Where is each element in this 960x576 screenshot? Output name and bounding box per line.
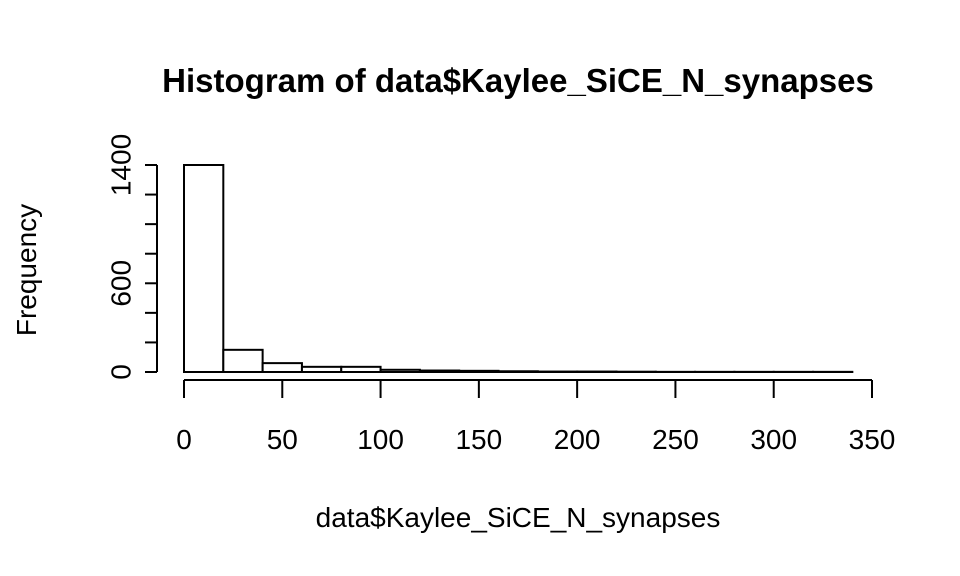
y-axis-label: Frequency xyxy=(11,204,42,336)
x-tick-label-300: 300 xyxy=(750,424,797,455)
histogram-bar-2 xyxy=(261,362,303,373)
x-tick-label-200: 200 xyxy=(554,424,601,455)
histogram-bar-1 xyxy=(222,348,264,374)
x-axis: 0 50 100 150 200 250 300 350 xyxy=(176,379,896,455)
x-axis-label: data$Kaylee_SiCE_N_synapses xyxy=(316,502,721,533)
x-tick-label-0: 0 xyxy=(176,424,192,455)
x-tick-label-50: 50 xyxy=(267,424,298,455)
y-tick-label-0: 0 xyxy=(105,364,136,380)
histogram-bar-8 xyxy=(497,370,539,373)
x-tick-label-250: 250 xyxy=(652,424,699,455)
histogram-bar-5 xyxy=(379,368,421,373)
histogram-bar-7 xyxy=(458,369,500,373)
chart-title: Histogram of data$Kaylee_SiCE_N_synapses xyxy=(162,62,874,99)
x-tick-label-350: 350 xyxy=(849,424,896,455)
x-tick-label-150: 150 xyxy=(455,424,502,455)
histogram-bar-6 xyxy=(418,369,461,373)
histogram-bars xyxy=(183,164,854,374)
histogram-bar-3 xyxy=(300,365,343,374)
y-tick-label-600: 600 xyxy=(105,260,136,307)
histogram-bar-0 xyxy=(183,164,225,373)
histogram-bar-4 xyxy=(340,365,382,374)
y-axis: 0 600 1400 xyxy=(105,134,158,380)
x-tick-label-100: 100 xyxy=(357,424,404,455)
y-tick-label-1400: 1400 xyxy=(105,134,136,196)
